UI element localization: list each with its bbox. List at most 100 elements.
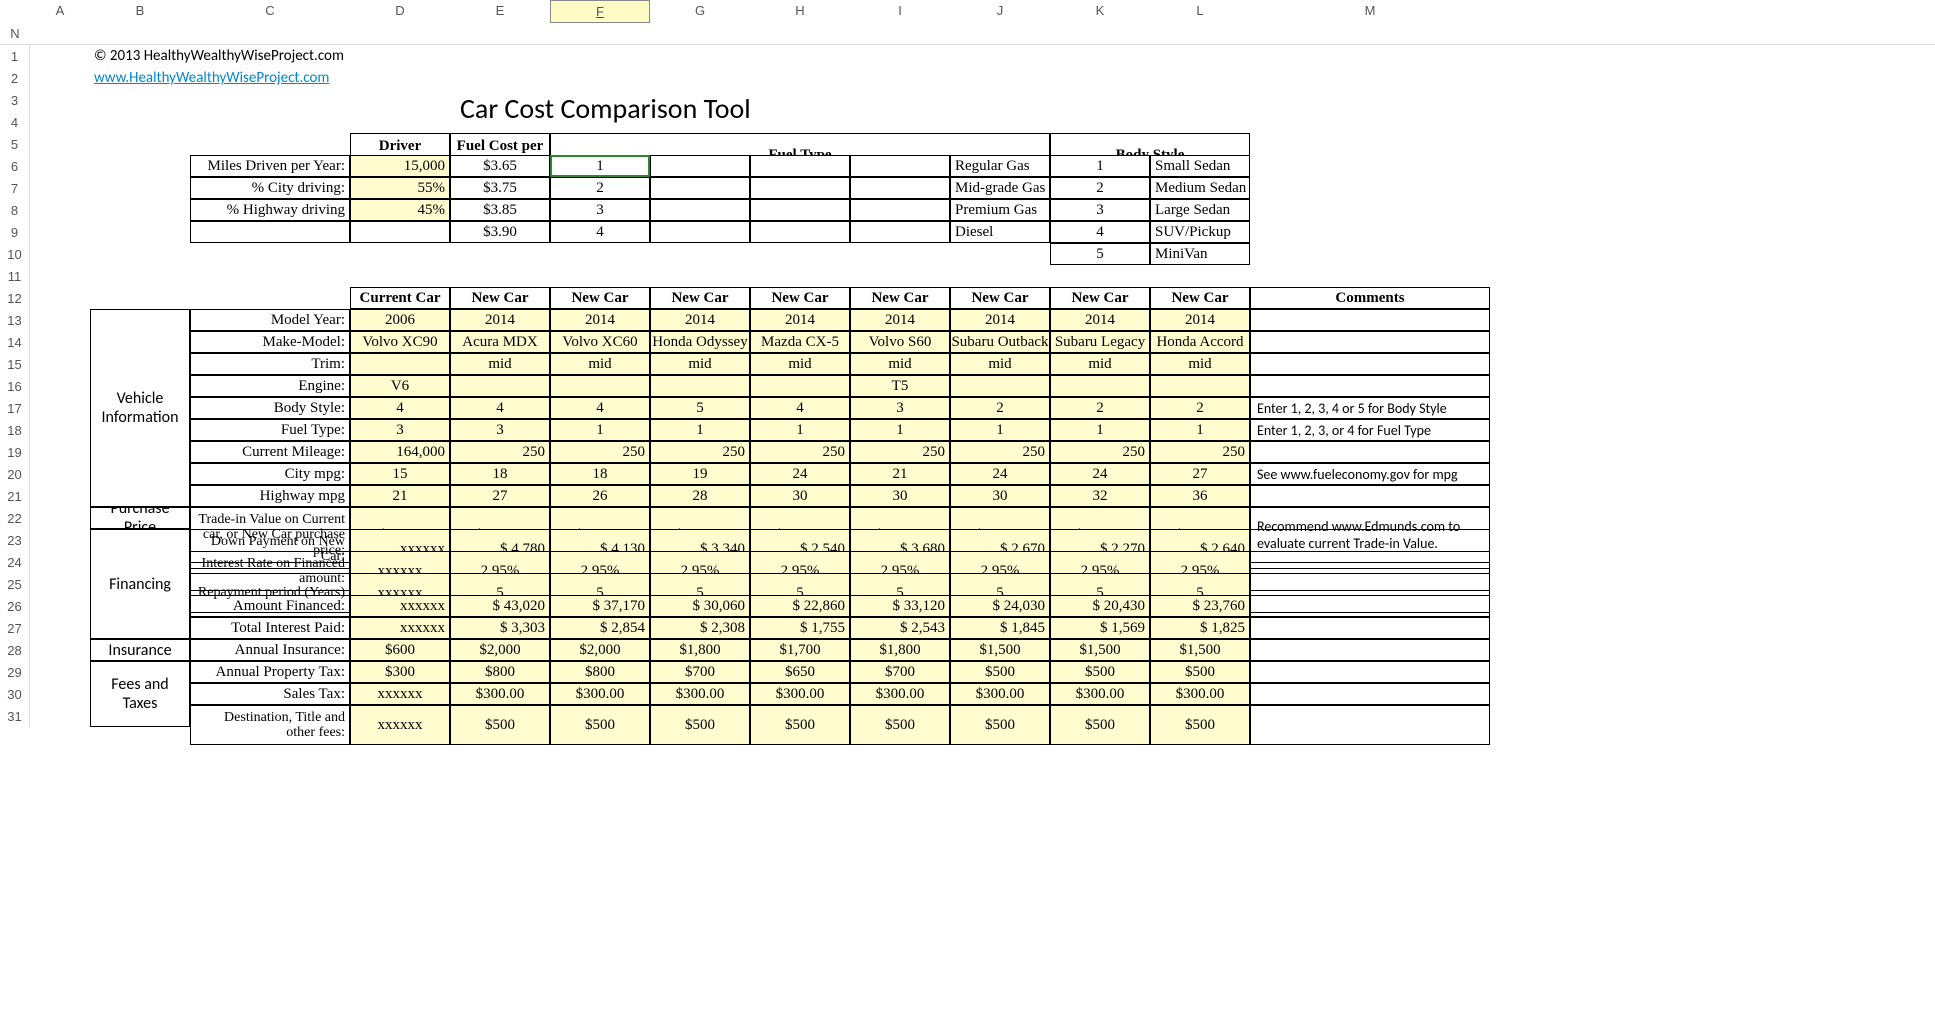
- cell-fuelType-5[interactable]: 1: [850, 419, 950, 441]
- cell-totalInterest-4[interactable]: $ 1,755: [750, 617, 850, 639]
- row-27[interactable]: 27: [0, 617, 30, 639]
- cell-fuelType-7[interactable]: 1: [1050, 419, 1150, 441]
- cell-fuelType-0[interactable]: 3: [350, 419, 450, 441]
- cell-totalInterest-6[interactable]: $ 1,845: [950, 617, 1050, 639]
- cell-totalInterest-7[interactable]: $ 1,569: [1050, 617, 1150, 639]
- cell-makeModel-5[interactable]: Volvo S60: [850, 331, 950, 353]
- cell-makeModel-6[interactable]: Subaru Outback: [950, 331, 1050, 353]
- cell-amountFinanced-5[interactable]: $ 33,120: [850, 595, 950, 617]
- cell-modelYear-4[interactable]: 2014: [750, 309, 850, 331]
- cell-makeModel-3[interactable]: Honda Odyssey: [650, 331, 750, 353]
- cell-cityMpg-8[interactable]: 27: [1150, 463, 1250, 485]
- row-30[interactable]: 30: [0, 683, 30, 705]
- cell-totalInterest-8[interactable]: $ 1,825: [1150, 617, 1250, 639]
- cell-propertyTax-2[interactable]: $800: [550, 661, 650, 683]
- row-21[interactable]: 21: [0, 485, 30, 507]
- cell-amountFinanced-1[interactable]: $ 43,020: [450, 595, 550, 617]
- cell-engine-8[interactable]: [1150, 375, 1250, 397]
- cell-salesTax-4[interactable]: $300.00: [750, 683, 850, 705]
- cell-hwyMpg-8[interactable]: 36: [1150, 485, 1250, 507]
- row-12[interactable]: 12: [0, 287, 30, 309]
- row-11[interactable]: 11: [0, 265, 30, 287]
- cell-mileage-3[interactable]: 250: [650, 441, 750, 463]
- cell-insurance-3[interactable]: $1,800: [650, 639, 750, 661]
- row-10[interactable]: 10: [0, 243, 30, 265]
- cell-mileage-5[interactable]: 250: [850, 441, 950, 463]
- cell-salesTax-7[interactable]: $300.00: [1050, 683, 1150, 705]
- cell-cityMpg-0[interactable]: 15: [350, 463, 450, 485]
- cell-salesTax-8[interactable]: $300.00: [1150, 683, 1250, 705]
- cell-modelYear-0[interactable]: 2006: [350, 309, 450, 331]
- row-14[interactable]: 14: [0, 331, 30, 353]
- cell-makeModel-2[interactable]: Volvo XC60: [550, 331, 650, 353]
- row-9[interactable]: 9: [0, 221, 30, 243]
- cell-makeModel-1[interactable]: Acura MDX: [450, 331, 550, 353]
- col-D[interactable]: D: [350, 0, 450, 23]
- cell-mileage-1[interactable]: 250: [450, 441, 550, 463]
- cell-bodyStyle-2[interactable]: 4: [550, 397, 650, 419]
- cell-engine-6[interactable]: [950, 375, 1050, 397]
- cell-amountFinanced-8[interactable]: $ 23,760: [1150, 595, 1250, 617]
- cell-makeModel-4[interactable]: Mazda CX-5: [750, 331, 850, 353]
- row-22[interactable]: 22: [0, 507, 30, 529]
- row-7[interactable]: 7: [0, 177, 30, 199]
- cell-fuelType-1[interactable]: 3: [450, 419, 550, 441]
- cell-hwyMpg-5[interactable]: 30: [850, 485, 950, 507]
- cell-modelYear-3[interactable]: 2014: [650, 309, 750, 331]
- cell-trim-3[interactable]: mid: [650, 353, 750, 375]
- cell-salesTax-3[interactable]: $300.00: [650, 683, 750, 705]
- col-A[interactable]: A: [30, 0, 90, 23]
- cell-mileage-6[interactable]: 250: [950, 441, 1050, 463]
- cell-destFees-2[interactable]: $500: [550, 705, 650, 745]
- col-M[interactable]: M: [1250, 0, 1490, 23]
- cell-trim-4[interactable]: mid: [750, 353, 850, 375]
- cell-destFees-1[interactable]: $500: [450, 705, 550, 745]
- cell-mileage-7[interactable]: 250: [1050, 441, 1150, 463]
- cell-propertyTax-6[interactable]: $500: [950, 661, 1050, 683]
- fuel-idx-0[interactable]: 1: [550, 155, 650, 177]
- cell-totalInterest-5[interactable]: $ 2,543: [850, 617, 950, 639]
- cell-modelYear-6[interactable]: 2014: [950, 309, 1050, 331]
- cell-insurance-2[interactable]: $2,000: [550, 639, 650, 661]
- row-18[interactable]: 18: [0, 419, 30, 441]
- cell-propertyTax-7[interactable]: $500: [1050, 661, 1150, 683]
- cell-bodyStyle-7[interactable]: 2: [1050, 397, 1150, 419]
- cell-salesTax-6[interactable]: $300.00: [950, 683, 1050, 705]
- website-link[interactable]: www.HealthyWealthyWiseProject.com: [90, 67, 1490, 89]
- row-19[interactable]: 19: [0, 441, 30, 463]
- cell-hwyMpg-7[interactable]: 32: [1050, 485, 1150, 507]
- cell-engine-4[interactable]: [750, 375, 850, 397]
- cell-modelYear-1[interactable]: 2014: [450, 309, 550, 331]
- cell-insurance-5[interactable]: $1,800: [850, 639, 950, 661]
- cell-amountFinanced-6[interactable]: $ 24,030: [950, 595, 1050, 617]
- driver-val-1[interactable]: 55%: [350, 177, 450, 199]
- cell-destFees-6[interactable]: $500: [950, 705, 1050, 745]
- cell-destFees-4[interactable]: $500: [750, 705, 850, 745]
- row-29[interactable]: 29: [0, 661, 30, 683]
- row-6[interactable]: 6: [0, 155, 30, 177]
- cell-totalInterest-0[interactable]: xxxxxx: [350, 617, 450, 639]
- cell-engine-2[interactable]: [550, 375, 650, 397]
- cell-modelYear-2[interactable]: 2014: [550, 309, 650, 331]
- row-28[interactable]: 28: [0, 639, 30, 661]
- cell-totalInterest-1[interactable]: $ 3,303: [450, 617, 550, 639]
- col-F[interactable]: F: [550, 0, 650, 23]
- row-1[interactable]: 1: [0, 45, 30, 67]
- cell-modelYear-8[interactable]: 2014: [1150, 309, 1250, 331]
- col-C[interactable]: C: [190, 0, 350, 23]
- row-8[interactable]: 8: [0, 199, 30, 221]
- row-24[interactable]: 24: [0, 551, 30, 573]
- cell-cityMpg-4[interactable]: 24: [750, 463, 850, 485]
- cell-cityMpg-5[interactable]: 21: [850, 463, 950, 485]
- cell-bodyStyle-4[interactable]: 4: [750, 397, 850, 419]
- cell-cityMpg-1[interactable]: 18: [450, 463, 550, 485]
- col-G[interactable]: G: [650, 0, 750, 23]
- cell-salesTax-2[interactable]: $300.00: [550, 683, 650, 705]
- col-L[interactable]: L: [1150, 0, 1250, 23]
- row-20[interactable]: 20: [0, 463, 30, 485]
- cell-bodyStyle-0[interactable]: 4: [350, 397, 450, 419]
- cell-hwyMpg-6[interactable]: 30: [950, 485, 1050, 507]
- row-25[interactable]: 25: [0, 573, 30, 595]
- cell-mileage-8[interactable]: 250: [1150, 441, 1250, 463]
- cell-cityMpg-6[interactable]: 24: [950, 463, 1050, 485]
